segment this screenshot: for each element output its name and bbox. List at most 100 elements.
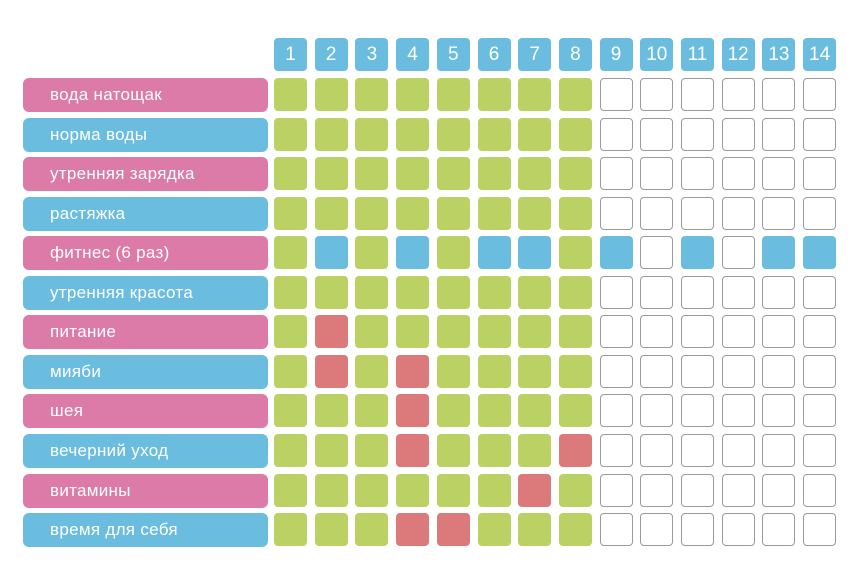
- cell-done[interactable]: [477, 196, 511, 230]
- cell-done[interactable]: [314, 433, 348, 467]
- cell-done[interactable]: [518, 513, 552, 546]
- cell-done[interactable]: [355, 275, 389, 309]
- cell-empty[interactable]: [721, 236, 755, 270]
- cell-done[interactable]: [274, 394, 307, 428]
- cell-done[interactable]: [477, 513, 511, 546]
- cell-done[interactable]: [518, 78, 552, 111]
- cell-empty[interactable]: [640, 157, 674, 191]
- cell-done[interactable]: [518, 433, 552, 467]
- cell-empty[interactable]: [599, 315, 633, 349]
- cell-empty[interactable]: [721, 157, 755, 191]
- cell-done[interactable]: [558, 236, 592, 270]
- cell-done[interactable]: [314, 117, 348, 151]
- cell-missed[interactable]: [558, 433, 592, 467]
- cell-empty[interactable]: [762, 78, 796, 111]
- cell-empty[interactable]: [681, 315, 714, 349]
- cell-done[interactable]: [274, 236, 307, 270]
- cell-done[interactable]: [477, 78, 511, 111]
- cell-done[interactable]: [355, 433, 389, 467]
- cell-done[interactable]: [274, 354, 307, 388]
- cell-done[interactable]: [396, 157, 430, 191]
- cell-done[interactable]: [477, 275, 511, 309]
- cell-done[interactable]: [436, 354, 470, 388]
- cell-empty[interactable]: [599, 394, 633, 428]
- cell-empty[interactable]: [721, 473, 755, 507]
- cell-done[interactable]: [518, 275, 552, 309]
- cell-done[interactable]: [518, 315, 552, 349]
- cell-done[interactable]: [274, 117, 307, 151]
- cell-done[interactable]: [274, 275, 307, 309]
- cell-sport[interactable]: [762, 236, 796, 270]
- cell-done[interactable]: [355, 354, 389, 388]
- cell-done[interactable]: [477, 157, 511, 191]
- cell-done[interactable]: [355, 157, 389, 191]
- cell-empty[interactable]: [681, 78, 714, 111]
- cell-done[interactable]: [274, 78, 307, 111]
- cell-empty[interactable]: [803, 394, 837, 428]
- cell-empty[interactable]: [803, 196, 837, 230]
- cell-empty[interactable]: [762, 433, 796, 467]
- cell-empty[interactable]: [803, 78, 837, 111]
- cell-done[interactable]: [518, 354, 552, 388]
- cell-empty[interactable]: [640, 236, 674, 270]
- cell-empty[interactable]: [640, 117, 674, 151]
- cell-empty[interactable]: [721, 315, 755, 349]
- cell-empty[interactable]: [803, 473, 837, 507]
- cell-empty[interactable]: [599, 157, 633, 191]
- cell-done[interactable]: [314, 473, 348, 507]
- cell-empty[interactable]: [599, 275, 633, 309]
- cell-empty[interactable]: [599, 78, 633, 111]
- cell-empty[interactable]: [721, 513, 755, 546]
- cell-done[interactable]: [355, 394, 389, 428]
- cell-empty[interactable]: [599, 117, 633, 151]
- cell-done[interactable]: [314, 513, 348, 546]
- cell-empty[interactable]: [721, 354, 755, 388]
- cell-done[interactable]: [436, 78, 470, 111]
- cell-empty[interactable]: [599, 196, 633, 230]
- cell-empty[interactable]: [681, 513, 714, 546]
- cell-done[interactable]: [436, 117, 470, 151]
- cell-missed[interactable]: [518, 473, 552, 507]
- cell-empty[interactable]: [599, 433, 633, 467]
- cell-missed[interactable]: [314, 354, 348, 388]
- cell-done[interactable]: [355, 473, 389, 507]
- cell-missed[interactable]: [314, 315, 348, 349]
- cell-done[interactable]: [477, 117, 511, 151]
- cell-done[interactable]: [355, 78, 389, 111]
- cell-done[interactable]: [558, 394, 592, 428]
- cell-done[interactable]: [518, 157, 552, 191]
- cell-empty[interactable]: [762, 117, 796, 151]
- cell-done[interactable]: [518, 394, 552, 428]
- cell-done[interactable]: [274, 315, 307, 349]
- cell-empty[interactable]: [640, 196, 674, 230]
- cell-done[interactable]: [518, 117, 552, 151]
- cell-done[interactable]: [355, 513, 389, 546]
- cell-empty[interactable]: [640, 275, 674, 309]
- cell-empty[interactable]: [681, 433, 714, 467]
- cell-done[interactable]: [436, 394, 470, 428]
- cell-sport[interactable]: [803, 236, 837, 270]
- cell-empty[interactable]: [721, 196, 755, 230]
- cell-done[interactable]: [436, 196, 470, 230]
- cell-empty[interactable]: [803, 157, 837, 191]
- cell-done[interactable]: [274, 513, 307, 546]
- cell-empty[interactable]: [599, 354, 633, 388]
- cell-missed[interactable]: [396, 354, 430, 388]
- cell-done[interactable]: [396, 315, 430, 349]
- cell-empty[interactable]: [681, 117, 714, 151]
- cell-done[interactable]: [314, 394, 348, 428]
- cell-done[interactable]: [477, 473, 511, 507]
- cell-empty[interactable]: [681, 473, 714, 507]
- cell-sport[interactable]: [681, 236, 714, 270]
- cell-done[interactable]: [396, 473, 430, 507]
- cell-empty[interactable]: [721, 78, 755, 111]
- cell-empty[interactable]: [721, 394, 755, 428]
- cell-sport[interactable]: [314, 236, 348, 270]
- cell-done[interactable]: [436, 236, 470, 270]
- cell-empty[interactable]: [803, 117, 837, 151]
- cell-empty[interactable]: [681, 275, 714, 309]
- cell-empty[interactable]: [640, 315, 674, 349]
- cell-done[interactable]: [396, 275, 430, 309]
- cell-empty[interactable]: [762, 315, 796, 349]
- cell-empty[interactable]: [803, 354, 837, 388]
